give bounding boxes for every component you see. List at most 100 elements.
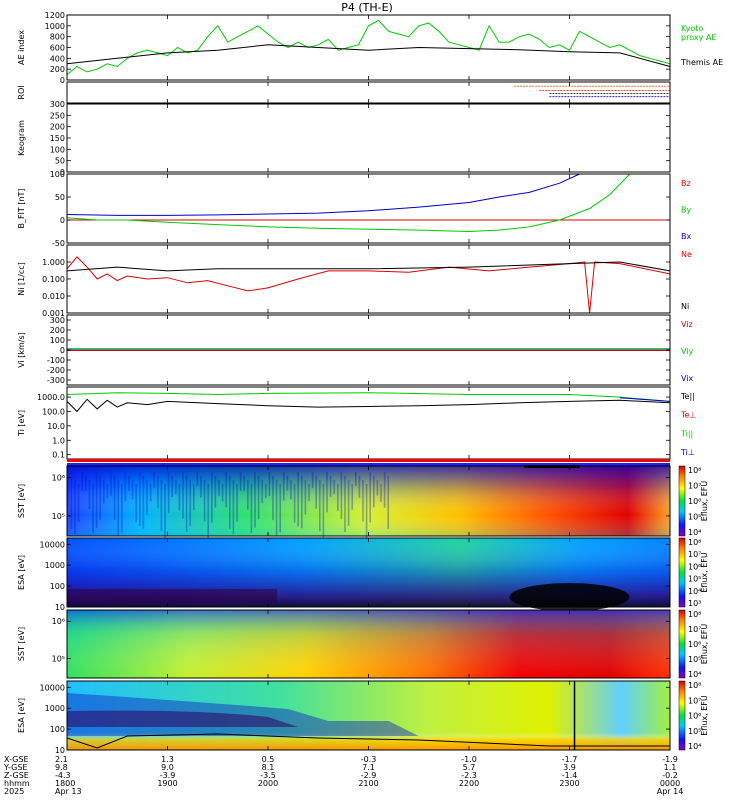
- heatmap-streak: [383, 472, 386, 508]
- x-tick-label: -1.7: [562, 755, 578, 764]
- heatmap-streak: [340, 472, 343, 519]
- heatmap-streak: [362, 480, 364, 522]
- colorbar-esa_e: [678, 537, 686, 608]
- heatmap-streak: [326, 472, 328, 513]
- panel-esa_e: 10³ 10⁴ 10⁵ 10⁶ 10⁷ 10⁸ Eflux, EFU 10 100 1000 100…: [17, 537, 709, 612]
- heatmap-streak: [229, 476, 231, 529]
- heatmap-streak: [261, 480, 263, 504]
- heatmap-streak: [175, 480, 177, 495]
- heatmap-streak: [70, 476, 73, 529]
- y-axis-label: Ni [1/cc]: [17, 262, 26, 296]
- heatmap-streak: [373, 476, 375, 508]
- heatmap-shade-sst_e: [67, 466, 670, 536]
- y-tick-label: 200: [50, 123, 65, 132]
- legend-entry: By: [681, 206, 691, 215]
- colorbar-tick-label: 10⁵: [688, 655, 701, 664]
- heatmap-streak: [254, 472, 256, 528]
- heatmap-shade-sst_i: [67, 610, 670, 678]
- y-tick-label: 150: [50, 134, 65, 143]
- colorbar-tick-label: 10⁴: [688, 528, 701, 537]
- heatmap-streak: [193, 484, 195, 511]
- heatmap-streak: [297, 472, 299, 527]
- y-tick-label: 10⁶: [52, 617, 65, 626]
- legend-entry: Vix: [681, 374, 694, 383]
- legend-entry: Themis AE: [680, 58, 723, 67]
- y-tick-label: 800: [50, 33, 65, 42]
- heatmap-streak: [322, 484, 325, 539]
- heatmap-streak: [236, 484, 238, 522]
- heatmap-streak: [139, 472, 141, 527]
- x-tick-label: 0000: [660, 779, 680, 788]
- legend-entry: Te||: [680, 392, 695, 401]
- legend-entry: Bx: [681, 232, 691, 241]
- y-axis-label: SST [eV]: [17, 484, 26, 518]
- heatmap-streak: [153, 472, 155, 488]
- heatmap-streak: [149, 484, 152, 502]
- y-axis-label: ROI: [17, 85, 26, 99]
- legend-entry: Ti⊥: [680, 448, 695, 457]
- heatmap-streak: [142, 476, 145, 529]
- panel-frame: [66, 103, 671, 173]
- heatmap-streak: [290, 480, 292, 500]
- heatmap-dark-region: [67, 710, 299, 727]
- y-axis-label: SST [eV]: [17, 627, 26, 661]
- heatmap-streak: [121, 484, 123, 533]
- heatmap-streak: [182, 472, 184, 519]
- heatmap-streak: [243, 476, 245, 491]
- heatmap-streak: [358, 476, 361, 498]
- series-line: [619, 397, 671, 402]
- heatmap-streak: [387, 476, 389, 530]
- panel-temp: 0.1 1.0 10.0 100.0 1000.0 Ti [eV] Te|| Te⊥ Ti|| T…: [17, 386, 696, 460]
- colorbar-tick-label: 10⁵: [688, 575, 701, 584]
- heatmap-streak: [171, 476, 173, 498]
- heatmap-streak: [128, 476, 130, 491]
- colorbar-esa_i: [678, 680, 686, 751]
- panel-bfield: -50 0 50 100 B_FIT [nT] Bz By Bx: [17, 170, 691, 248]
- x-tick-label: 2.1: [55, 755, 68, 764]
- colorbar-tick-label: 10⁷: [688, 696, 701, 705]
- y-tick-label: 100: [50, 582, 65, 591]
- y-tick-label: 300: [50, 100, 65, 109]
- x-tick-label: -2.3: [461, 771, 477, 780]
- colorbar-tick-label: 10⁵: [688, 727, 701, 736]
- y-tick-label: 200: [50, 326, 65, 335]
- heatmap-streak: [157, 476, 159, 509]
- heatmap-streak: [160, 480, 163, 532]
- x-tick-label: 0.5: [262, 755, 275, 764]
- x-tick-label: Apr 13: [55, 787, 82, 796]
- y-tick-label: 1.0: [52, 436, 65, 445]
- colorbar-tick-label: 10⁷: [688, 482, 701, 491]
- mode-bar-red: [67, 459, 670, 462]
- y-tick-label: 1000: [45, 561, 65, 570]
- y-tick-label: 0.100: [42, 275, 65, 284]
- x-tick-label: 1900: [157, 779, 177, 788]
- x-tick-label: -3.5: [260, 771, 276, 780]
- colorbar-tick-label: 10⁴: [688, 587, 701, 596]
- y-tick-label: -100: [47, 356, 65, 365]
- heatmap-streak: [355, 472, 357, 487]
- heatmap-streak: [333, 480, 335, 495]
- heatmap-streak: [347, 480, 350, 526]
- heatmap-streak: [189, 480, 191, 527]
- heatmap-streak: [232, 480, 235, 534]
- legend-entry: Ni: [681, 302, 689, 311]
- series-line: [66, 173, 580, 216]
- heatmap-streak: [293, 484, 296, 523]
- heatmap-streak: [81, 472, 83, 492]
- heatmap-streak: [268, 472, 271, 497]
- x-tick-label: -1.9: [662, 755, 678, 764]
- x-tick-label: 2000: [258, 779, 278, 788]
- colorbar-tick-label: 10⁸: [688, 538, 701, 547]
- x-tick-label: 2300: [559, 779, 579, 788]
- colorbar-tick-label: 10⁶: [688, 640, 701, 649]
- heatmap-streak: [275, 480, 278, 536]
- y-tick-label: -300: [47, 376, 65, 385]
- heatmap-streak: [106, 484, 109, 499]
- y-tick-label: 1200: [45, 11, 65, 20]
- y-tick-label: 100: [50, 336, 65, 345]
- y-tick-label: 0: [60, 216, 65, 225]
- heatmap-streak: [329, 476, 332, 497]
